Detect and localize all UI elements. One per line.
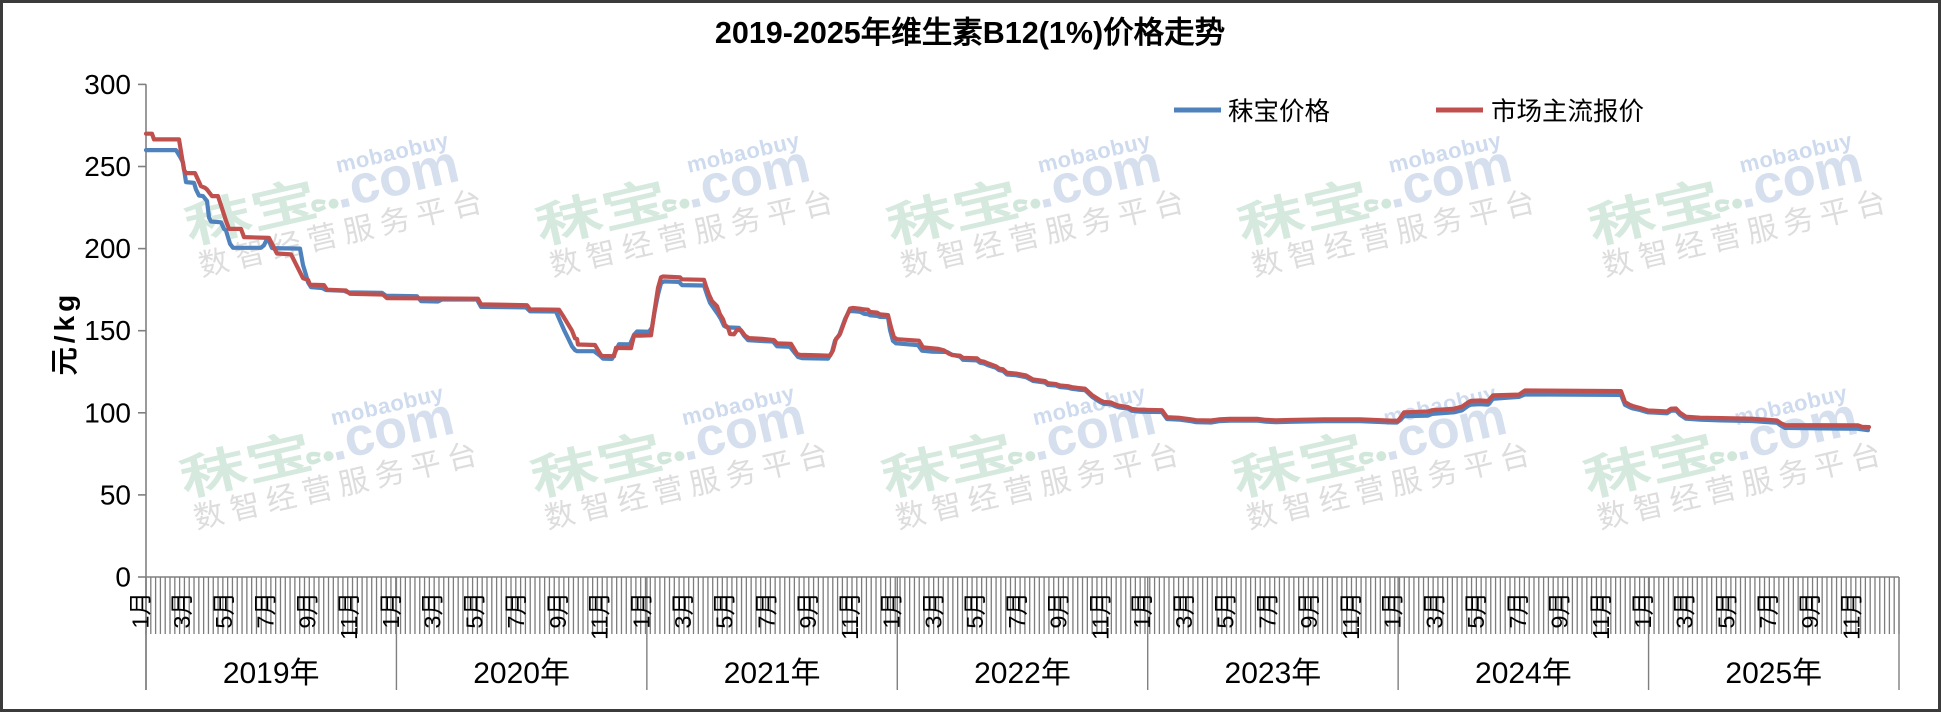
svg-text:元/kg: 元/kg: [49, 291, 80, 375]
svg-text:2024年: 2024年: [1475, 657, 1572, 690]
svg-text:1月: 1月: [1380, 592, 1406, 629]
svg-text:9月: 9月: [1547, 592, 1573, 629]
svg-text:250: 250: [84, 151, 131, 182]
svg-text:5月: 5月: [1463, 592, 1489, 629]
svg-text:50: 50: [100, 479, 131, 510]
svg-text:7月: 7月: [1755, 592, 1781, 629]
svg-text:2023年: 2023年: [1225, 657, 1322, 690]
svg-text:秣宝价格: 秣宝价格: [1228, 98, 1330, 126]
svg-text:1月: 1月: [127, 592, 153, 629]
svg-text:11月: 11月: [1839, 592, 1865, 640]
svg-text:2021年: 2021年: [724, 657, 821, 690]
svg-text:3月: 3月: [1421, 592, 1447, 629]
svg-text:1月: 1月: [879, 592, 905, 629]
svg-text:9月: 9月: [294, 592, 320, 629]
svg-text:7月: 7月: [754, 592, 780, 629]
svg-text:3月: 3月: [1672, 592, 1698, 629]
svg-text:11月: 11月: [1087, 592, 1113, 640]
svg-text:11月: 11月: [837, 592, 863, 640]
svg-text:9月: 9月: [1046, 592, 1072, 629]
svg-text:1月: 1月: [1129, 592, 1155, 629]
svg-text:3月: 3月: [169, 592, 195, 629]
svg-text:3月: 3月: [920, 592, 946, 629]
svg-text:5月: 5月: [1713, 592, 1739, 629]
svg-text:3月: 3月: [670, 592, 696, 629]
svg-text:150: 150: [84, 315, 131, 346]
svg-text:9月: 9月: [1296, 592, 1322, 629]
svg-text:2019年: 2019年: [223, 657, 320, 690]
svg-text:5月: 5月: [461, 592, 487, 629]
svg-text:5月: 5月: [712, 592, 738, 629]
svg-text:11月: 11月: [1338, 592, 1364, 640]
svg-text:2019-2025年维生素B12(1%)价格走势: 2019-2025年维生素B12(1%)价格走势: [715, 16, 1225, 50]
svg-text:2022年: 2022年: [974, 657, 1071, 690]
svg-text:市场主流报价: 市场主流报价: [1491, 98, 1644, 126]
svg-text:1月: 1月: [378, 592, 404, 629]
svg-text:1月: 1月: [628, 592, 654, 629]
svg-text:200: 200: [84, 233, 131, 264]
svg-text:2025年: 2025年: [1725, 657, 1822, 690]
svg-text:11月: 11月: [1588, 592, 1614, 640]
svg-text:7月: 7月: [503, 592, 529, 629]
svg-text:7月: 7月: [1254, 592, 1280, 629]
svg-text:11月: 11月: [336, 592, 362, 640]
svg-text:2020年: 2020年: [473, 657, 570, 690]
svg-text:100: 100: [84, 397, 131, 428]
svg-text:3月: 3月: [1171, 592, 1197, 629]
svg-text:9月: 9月: [545, 592, 571, 629]
svg-text:9月: 9月: [1797, 592, 1823, 629]
svg-text:7月: 7月: [1505, 592, 1531, 629]
svg-text:7月: 7月: [1004, 592, 1030, 629]
svg-text:5月: 5月: [211, 592, 237, 629]
svg-text:1月: 1月: [1630, 592, 1656, 629]
svg-text:7月: 7月: [253, 592, 279, 629]
svg-text:5月: 5月: [962, 592, 988, 629]
svg-text:9月: 9月: [795, 592, 821, 629]
svg-text:0: 0: [115, 562, 131, 593]
svg-text:300: 300: [84, 69, 131, 100]
svg-text:5月: 5月: [1213, 592, 1239, 629]
svg-text:11月: 11月: [587, 592, 613, 640]
svg-text:3月: 3月: [420, 592, 446, 629]
